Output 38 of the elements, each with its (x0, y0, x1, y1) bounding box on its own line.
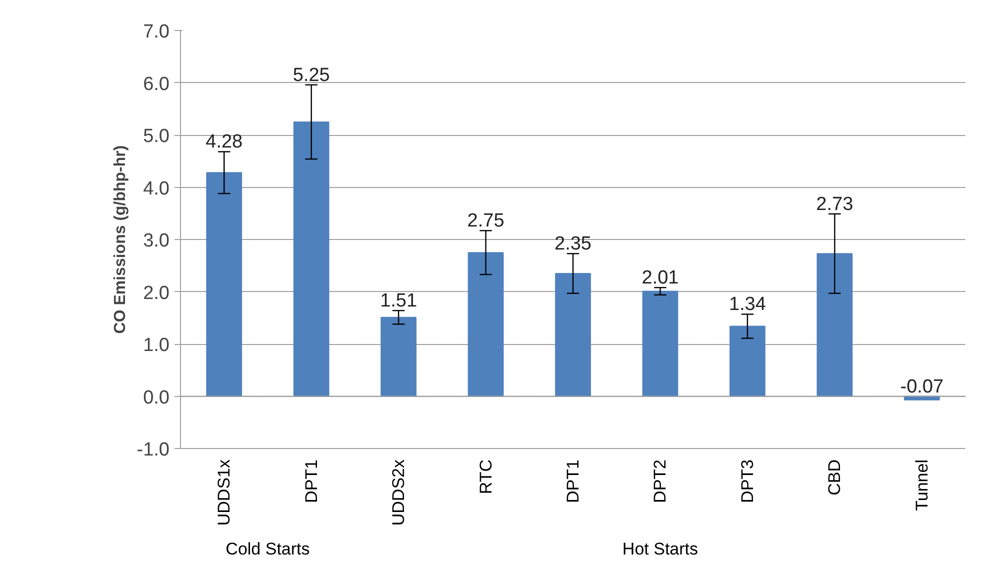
x-tick-label: UDDS2x (389, 459, 408, 526)
x-tick-label: RTC (476, 459, 496, 494)
x-tick-label: DPT3 (738, 459, 757, 503)
data-label: 2.73 (816, 194, 854, 215)
bar (642, 290, 678, 397)
y-tick-label: 0.0 (143, 387, 170, 408)
bar (468, 252, 504, 397)
text: Hot Starts (622, 540, 698, 558)
x-tick-label: CBD (825, 459, 844, 496)
text: Cold Starts (226, 540, 310, 558)
bar (206, 172, 242, 397)
y-tick-label: 5.0 (143, 126, 170, 147)
x-tick-label: DPT2 (650, 459, 670, 503)
bar (555, 272, 591, 397)
y-tick-label: -1.0 (136, 440, 170, 460)
x-tick-label: Tunnel (912, 459, 932, 511)
y-tick-label: 1.0 (143, 335, 170, 356)
data-label: 4.28 (206, 132, 243, 153)
data-label: 1.34 (728, 294, 766, 316)
bar (816, 253, 853, 397)
data-label: 2.75 (467, 210, 504, 232)
x-tick-label: DPT1 (564, 459, 582, 503)
y-tick-label: 6.0 (143, 74, 170, 95)
y-tick-label: 2.0 (143, 282, 170, 304)
data-label: 5.25 (292, 64, 330, 86)
data-label: 1.51 (380, 290, 418, 312)
y-tick-label: 4.0 (143, 178, 170, 200)
y-tick-label: 3.0 (143, 230, 170, 252)
y-axis-title: CO Emissions (g/bhp-hr) (112, 145, 129, 334)
bar (730, 326, 766, 397)
y-tick-label: 7.0 (143, 22, 170, 42)
bar (293, 121, 330, 397)
data-label: 2.35 (554, 234, 592, 255)
x-tick-label: UDDS1x (214, 459, 234, 526)
bar (380, 316, 416, 397)
data-label: 2.01 (642, 268, 679, 289)
x-tick-label: DPT1 (302, 459, 321, 503)
data-label: -0.07 (900, 376, 944, 398)
